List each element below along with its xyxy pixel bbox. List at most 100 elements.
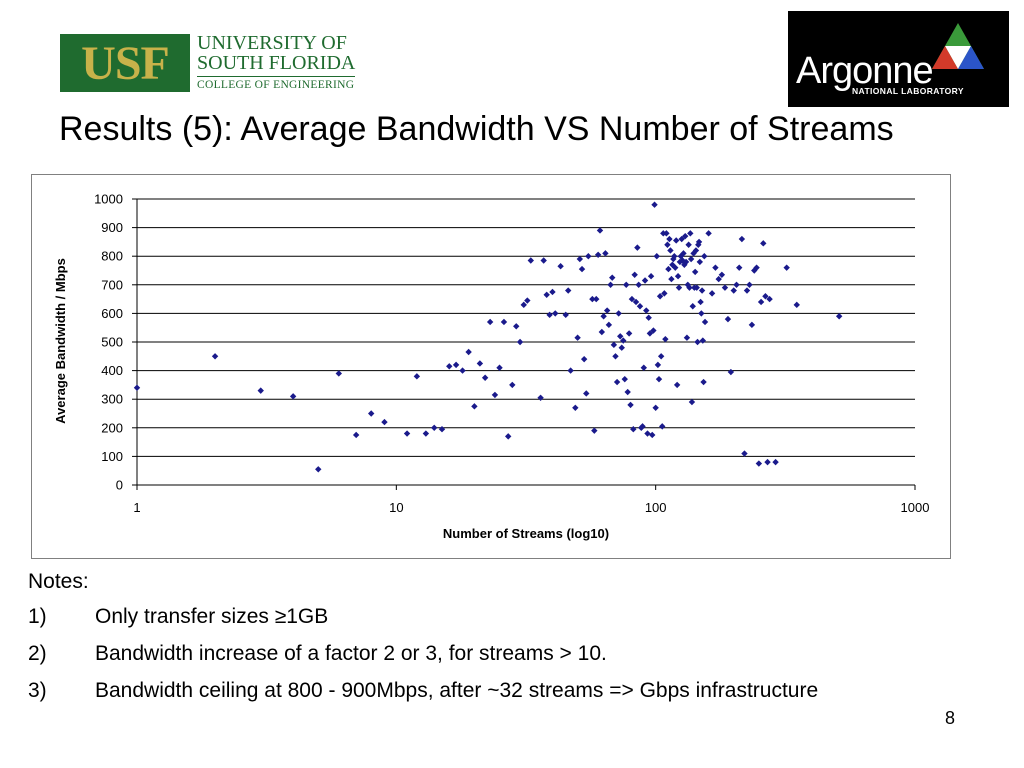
data-point [580, 355, 588, 363]
data-point [640, 364, 648, 371]
data-point [698, 287, 706, 294]
data-point [413, 373, 421, 380]
data-point [623, 281, 630, 288]
data-point [672, 264, 679, 271]
data-point [760, 240, 767, 247]
data-point [634, 244, 641, 251]
data-point [617, 333, 624, 340]
y-tick-label: 600 [101, 306, 123, 321]
data-point [438, 426, 446, 433]
data-point [613, 378, 621, 386]
data-point [650, 327, 657, 334]
usf-logo-line3: COLLEGE OF ENGINEERING [197, 76, 356, 92]
data-point [694, 338, 701, 346]
data-point [721, 284, 729, 291]
data-point [574, 334, 581, 341]
data-point [593, 295, 600, 303]
data-point [743, 287, 751, 294]
x-tick-label: 10 [389, 500, 403, 515]
data-point [315, 466, 322, 473]
y-tick-label: 100 [101, 449, 123, 464]
data-point [682, 258, 690, 266]
data-point [701, 253, 708, 260]
data-point [632, 298, 640, 306]
y-tick-label: 700 [101, 277, 123, 292]
data-point [133, 384, 141, 391]
data-point [708, 290, 716, 297]
data-point [352, 431, 360, 439]
data-point [505, 433, 512, 440]
data-point [486, 318, 494, 326]
data-point [662, 335, 669, 343]
data-point [724, 315, 732, 323]
data-point [549, 288, 556, 296]
data-point [793, 301, 800, 309]
data-point [671, 253, 678, 260]
data-point [653, 253, 660, 260]
notes: Notes: 1) Only transfer sizes ≥1GB 2) Ba… [28, 566, 818, 709]
data-point [631, 271, 638, 278]
y-axis-label: Average Bandwidth / Mbps [53, 258, 68, 424]
usf-logo-text: UNIVERSITY OF SOUTH FLORIDA COLLEGE OF E… [197, 33, 356, 92]
data-point [431, 424, 438, 431]
data-point [674, 273, 682, 280]
data-point [612, 353, 619, 360]
data-point [664, 241, 671, 248]
data-point [783, 264, 790, 271]
data-point [647, 273, 655, 280]
data-point [766, 295, 773, 303]
data-point [403, 430, 411, 437]
data-point [687, 230, 694, 237]
data-point [683, 334, 691, 341]
data-point [738, 235, 746, 243]
data-point [465, 348, 472, 356]
y-tick-label: 0 [116, 478, 123, 493]
data-point [681, 261, 688, 268]
data-point [730, 287, 737, 294]
data-point [755, 460, 763, 467]
argonne-logo: Argonne NATIONAL LABORATORY [788, 11, 1009, 107]
data-point [565, 287, 572, 294]
data-point [654, 361, 662, 369]
data-point [516, 338, 524, 346]
y-tick-label: 400 [101, 363, 123, 378]
data-point [583, 390, 590, 397]
data-point [609, 274, 616, 281]
data-point [680, 250, 687, 257]
data-point [741, 450, 748, 457]
data-point [546, 311, 553, 319]
page-number: 8 [945, 708, 956, 728]
data-point [746, 281, 753, 288]
chart-frame: 0 100 200 300 400 500 600 700 800 900 1000 1 10 100 1… [31, 174, 951, 559]
data-point [748, 321, 756, 329]
data-point [835, 313, 843, 320]
data-point [764, 458, 771, 466]
argonne-subtitle: NATIONAL LABORATORY [852, 86, 964, 96]
data-point [625, 330, 633, 337]
data-point [689, 303, 696, 310]
data-point [705, 230, 712, 237]
data-point [628, 295, 636, 303]
data-point [513, 323, 520, 330]
data-point [552, 310, 559, 317]
data-point [651, 201, 658, 208]
data-point [630, 426, 637, 433]
data-point [692, 247, 700, 254]
data-point [610, 341, 618, 349]
note-item: 2) Bandwidth increase of a factor 2 or 3… [28, 635, 818, 672]
note-item: 3) Bandwidth ceiling at 800 - 900Mbps, a… [28, 672, 818, 709]
data-point [667, 247, 674, 254]
note-number: 3) [28, 679, 47, 702]
data-point [685, 241, 692, 248]
x-tick-label: 1 [133, 500, 140, 515]
data-point [211, 353, 219, 360]
data-point [537, 394, 544, 401]
data-point [471, 403, 478, 410]
y-axis-ticks: 0 100 200 300 400 500 600 700 800 900 1000 [94, 192, 137, 493]
data-point [751, 267, 758, 274]
data-point [666, 235, 673, 243]
data-point [615, 310, 622, 317]
data-point [641, 277, 649, 284]
gridlines [136, 198, 915, 486]
data-point [699, 337, 707, 344]
